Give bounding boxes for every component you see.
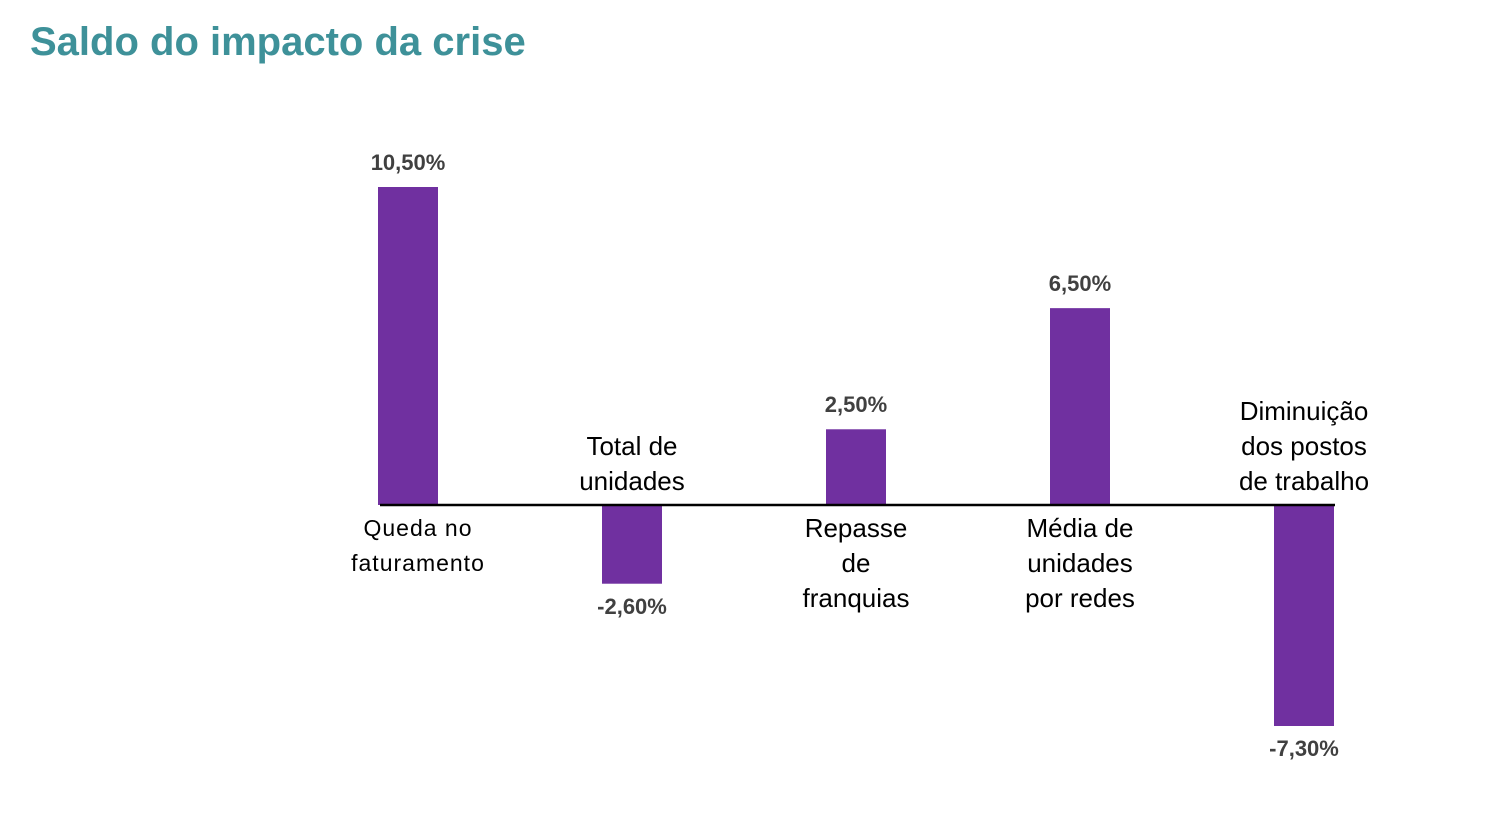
- x-tick-label: Repasse de franquias: [802, 513, 910, 613]
- value-label: 2,50%: [824, 392, 888, 418]
- value-label: 6,50%: [1048, 271, 1112, 297]
- x-tick-label: Diminuição dos postos de trabalho: [1238, 396, 1370, 496]
- bar: [1050, 308, 1110, 505]
- value-label: -7,30%: [1269, 736, 1339, 761]
- value-label: 10,50%: [370, 150, 446, 175]
- x-tick-label: Média de unidades por redes: [1025, 513, 1135, 613]
- bar: [1274, 505, 1334, 726]
- bar: [378, 187, 438, 505]
- chart-title: Saldo do impacto da crise: [30, 20, 526, 64]
- x-tick-label: Queda no faturamento: [351, 515, 485, 576]
- x-tick-label: Total de unidades: [579, 431, 685, 496]
- value-label: -2,60%: [597, 593, 667, 619]
- bar: [826, 429, 886, 505]
- bar: [602, 505, 662, 584]
